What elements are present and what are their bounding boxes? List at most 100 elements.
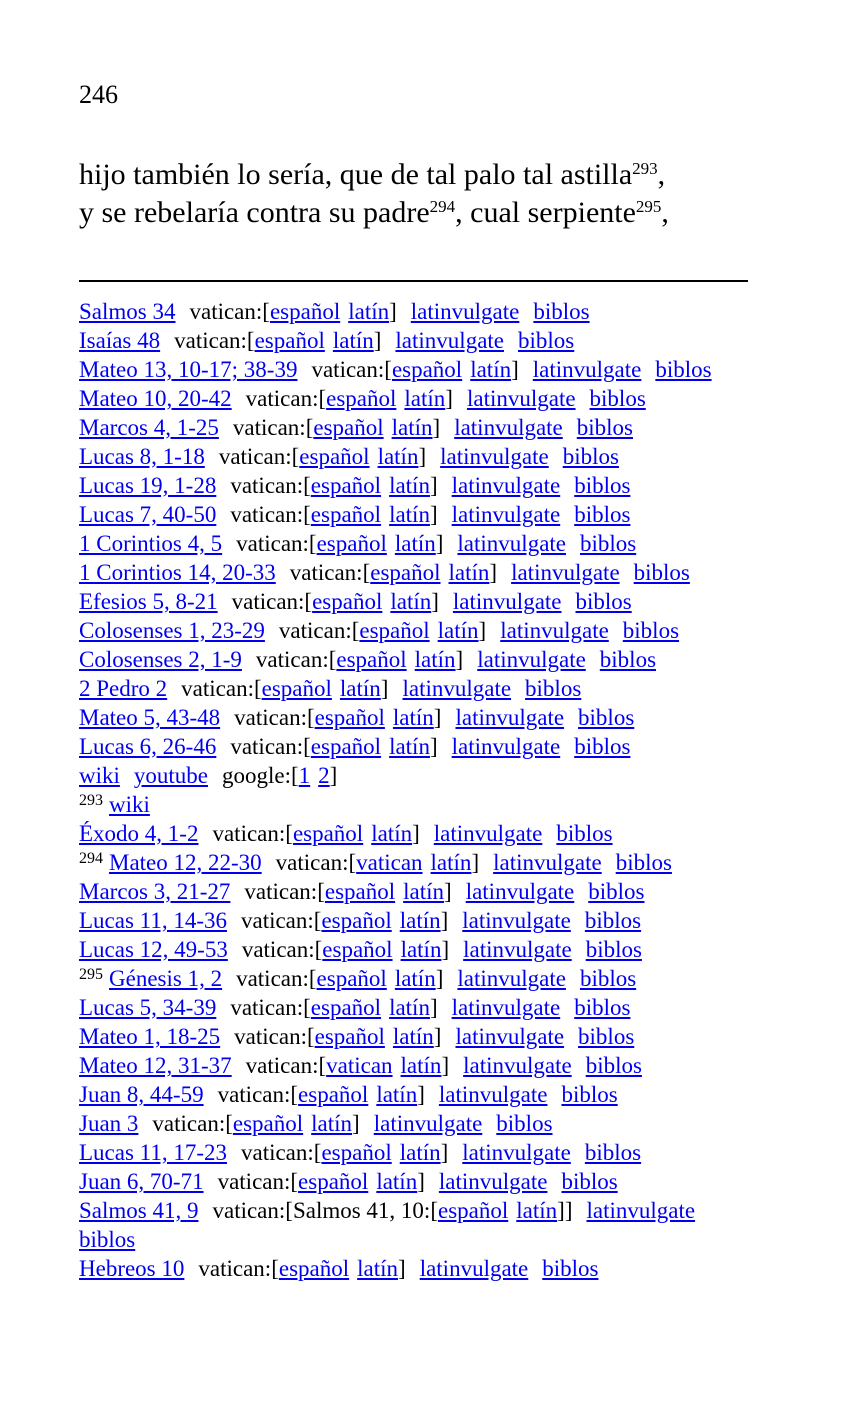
- latin-link[interactable]: latín: [376, 1169, 418, 1194]
- scripture-reference-link[interactable]: Lucas 19, 1-28: [79, 473, 217, 498]
- biblos-link[interactable]: biblos: [588, 879, 645, 904]
- vatican-link[interactable]: vatican: [356, 850, 423, 875]
- espanol-link[interactable]: español: [314, 1024, 385, 1049]
- biblos-link[interactable]: biblos: [79, 1227, 136, 1252]
- scripture-reference-link[interactable]: Mateo 5, 43-48: [79, 705, 221, 730]
- latinvulgate-link[interactable]: latinvulgate: [410, 299, 520, 324]
- scripture-reference-link[interactable]: Lucas 11, 14-36: [79, 908, 227, 933]
- latin-link[interactable]: latín: [400, 937, 442, 962]
- scripture-reference-link[interactable]: Lucas 12, 49-53: [79, 937, 228, 962]
- latin-link[interactable]: latín: [348, 299, 390, 324]
- biblos-link[interactable]: biblos: [579, 966, 637, 991]
- espanol-link[interactable]: español: [313, 415, 384, 440]
- biblos-link[interactable]: biblos: [584, 908, 642, 933]
- biblos-link[interactable]: biblos: [633, 560, 690, 585]
- biblos-link[interactable]: biblos: [574, 995, 631, 1020]
- espanol-link[interactable]: español: [310, 473, 382, 498]
- latinvulgate-link[interactable]: latinvulgate: [455, 705, 565, 730]
- espanol-link[interactable]: español: [278, 1256, 350, 1281]
- scripture-reference-link[interactable]: Colosenses 1, 23-29: [79, 618, 265, 643]
- biblos-link[interactable]: biblos: [496, 1111, 553, 1136]
- biblos-link[interactable]: biblos: [622, 618, 680, 643]
- latin-link[interactable]: latín: [392, 705, 434, 730]
- latinvulgate-link[interactable]: latinvulgate: [451, 502, 561, 527]
- scripture-reference-link[interactable]: 1 Corintios 4, 5: [79, 531, 223, 556]
- latin-link[interactable]: latín: [389, 734, 430, 759]
- latin-link[interactable]: latín: [437, 618, 479, 643]
- scripture-reference-link[interactable]: Salmos 34: [79, 299, 176, 324]
- espanol-link[interactable]: español: [298, 1169, 369, 1194]
- biblos-link[interactable]: biblos: [574, 473, 631, 498]
- scripture-reference-link[interactable]: Juan 3: [79, 1111, 139, 1136]
- scripture-reference-link[interactable]: 1 Corintios 14, 20-33: [79, 560, 276, 585]
- biblos-link[interactable]: biblos: [578, 705, 635, 730]
- biblos-link[interactable]: biblos: [655, 357, 712, 382]
- espanol-link[interactable]: español: [326, 386, 397, 411]
- espanol-link[interactable]: español: [359, 618, 430, 643]
- scripture-reference-link[interactable]: Lucas 7, 40-50: [79, 502, 217, 527]
- espanol-link[interactable]: español: [316, 966, 387, 991]
- latin-link[interactable]: latín: [376, 1082, 418, 1107]
- espanol-link[interactable]: español: [322, 937, 393, 962]
- latinvulgate-link[interactable]: latinvulgate: [500, 618, 609, 643]
- latin-link[interactable]: latín: [448, 560, 490, 585]
- vatican-link[interactable]: vatican: [326, 1053, 393, 1078]
- latin-link[interactable]: latín: [389, 995, 430, 1020]
- biblos-link[interactable]: biblos: [556, 821, 613, 846]
- latinvulgate-link[interactable]: latinvulgate: [457, 966, 566, 991]
- latin-link[interactable]: latín: [392, 1024, 434, 1049]
- espanol-link[interactable]: español: [298, 1082, 369, 1107]
- espanol-link[interactable]: español: [321, 1140, 392, 1165]
- espanol-link[interactable]: español: [254, 328, 325, 353]
- scripture-reference-link[interactable]: Juan 8, 44-59: [79, 1082, 204, 1107]
- latinvulgate-link[interactable]: latinvulgate: [477, 647, 586, 672]
- latinvulgate-link[interactable]: latinvulgate: [463, 1053, 572, 1078]
- latinvulgate-link[interactable]: latinvulgate: [586, 1198, 696, 1223]
- latinvulgate-link[interactable]: latinvulgate: [457, 531, 566, 556]
- latin-link[interactable]: latín: [404, 386, 446, 411]
- latinvulgate-link[interactable]: latinvulgate: [433, 821, 543, 846]
- latinvulgate-link[interactable]: latinvulgate: [440, 444, 549, 469]
- espanol-link[interactable]: español: [316, 531, 387, 556]
- biblos-link[interactable]: biblos: [580, 531, 637, 556]
- espanol-link[interactable]: español: [336, 647, 407, 672]
- latin-link[interactable]: latín: [389, 502, 430, 527]
- scripture-reference-link[interactable]: Hebreos 10: [79, 1256, 185, 1281]
- latin-link[interactable]: latín: [377, 444, 419, 469]
- biblos-link[interactable]: biblos: [615, 850, 672, 875]
- espanol-link[interactable]: español: [324, 879, 396, 904]
- scripture-reference-link[interactable]: Efesios 5, 8-21: [79, 589, 218, 614]
- biblos-link[interactable]: biblos: [589, 386, 646, 411]
- footnote-ref[interactable]: 293: [632, 159, 658, 178]
- espanol-link[interactable]: español: [299, 444, 370, 469]
- latinvulgate-link[interactable]: latinvulgate: [373, 1111, 483, 1136]
- wiki-link[interactable]: wiki: [109, 792, 150, 817]
- latinvulgate-link[interactable]: latinvulgate: [452, 589, 562, 614]
- latin-link[interactable]: latín: [394, 966, 436, 991]
- scripture-reference-link[interactable]: Éxodo 4, 1-2: [79, 821, 199, 846]
- biblos-link[interactable]: biblos: [574, 734, 631, 759]
- latin-link[interactable]: latín: [516, 1198, 558, 1223]
- biblos-link[interactable]: biblos: [561, 1169, 618, 1194]
- scripture-reference-link[interactable]: Mateo 12, 22-30: [109, 850, 262, 875]
- latin-link[interactable]: latín: [400, 1053, 442, 1078]
- latinvulgate-link[interactable]: latinvulgate: [451, 734, 561, 759]
- scripture-reference-link[interactable]: Marcos 3, 21-27: [79, 879, 231, 904]
- espanol-link[interactable]: español: [310, 734, 382, 759]
- latin-link[interactable]: latín: [430, 850, 472, 875]
- biblos-link[interactable]: biblos: [578, 1024, 635, 1049]
- biblos-link[interactable]: biblos: [599, 647, 657, 672]
- latinvulgate-link[interactable]: latinvulgate: [454, 415, 563, 440]
- latinvulgate-link[interactable]: latinvulgate: [463, 937, 572, 962]
- latin-link[interactable]: latín: [414, 647, 456, 672]
- biblos-link[interactable]: biblos: [533, 299, 590, 324]
- latin-link[interactable]: latín: [470, 357, 512, 382]
- latin-link[interactable]: latín: [390, 589, 432, 614]
- biblos-link[interactable]: biblos: [576, 415, 633, 440]
- espanol-link[interactable]: español: [261, 676, 332, 701]
- scripture-reference-link[interactable]: Lucas 6, 26-46: [79, 734, 217, 759]
- espanol-link[interactable]: español: [370, 560, 441, 585]
- latinvulgate-link[interactable]: latinvulgate: [532, 357, 642, 382]
- latinvulgate-link[interactable]: latinvulgate: [462, 1140, 571, 1165]
- latinvulgate-link[interactable]: latinvulgate: [395, 328, 504, 353]
